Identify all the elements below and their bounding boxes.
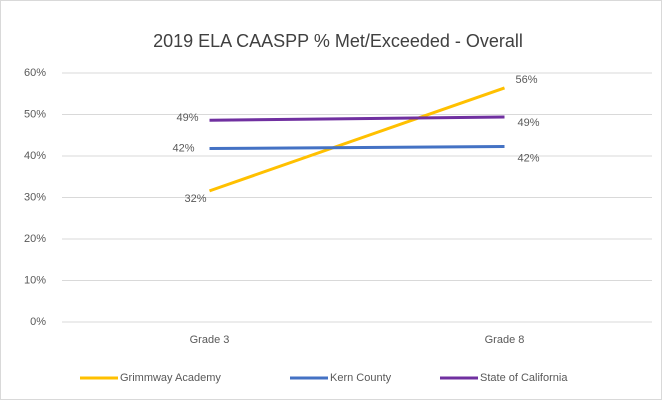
y-tick-label: 10%	[24, 274, 46, 286]
series-line	[209, 115, 505, 122]
data-label: 42%	[517, 152, 539, 164]
data-label: 32%	[184, 193, 206, 205]
data-label: 49%	[176, 112, 198, 124]
series-line	[209, 86, 505, 193]
y-tick-label: 50%	[24, 108, 46, 120]
data-label: 56%	[515, 74, 537, 86]
y-tick-label: 0%	[30, 316, 46, 328]
y-tick-label: 30%	[24, 191, 46, 203]
legend-label: Grimmway Academy	[120, 372, 221, 384]
series-line	[209, 144, 505, 151]
x-tick-label: Grade 3	[190, 334, 230, 346]
y-tick-label: 20%	[24, 233, 46, 245]
y-tick-label: 60%	[24, 67, 46, 79]
chart-title: 2019 ELA CAASPP % Met/Exceeded - Overall	[153, 31, 523, 51]
legend-label: State of California	[480, 372, 568, 384]
x-tick-label: Grade 8	[485, 334, 525, 346]
y-tick-label: 40%	[24, 150, 46, 162]
data-label: 49%	[517, 117, 539, 129]
data-label: 42%	[172, 142, 194, 154]
legend-label: Kern County	[330, 372, 392, 384]
